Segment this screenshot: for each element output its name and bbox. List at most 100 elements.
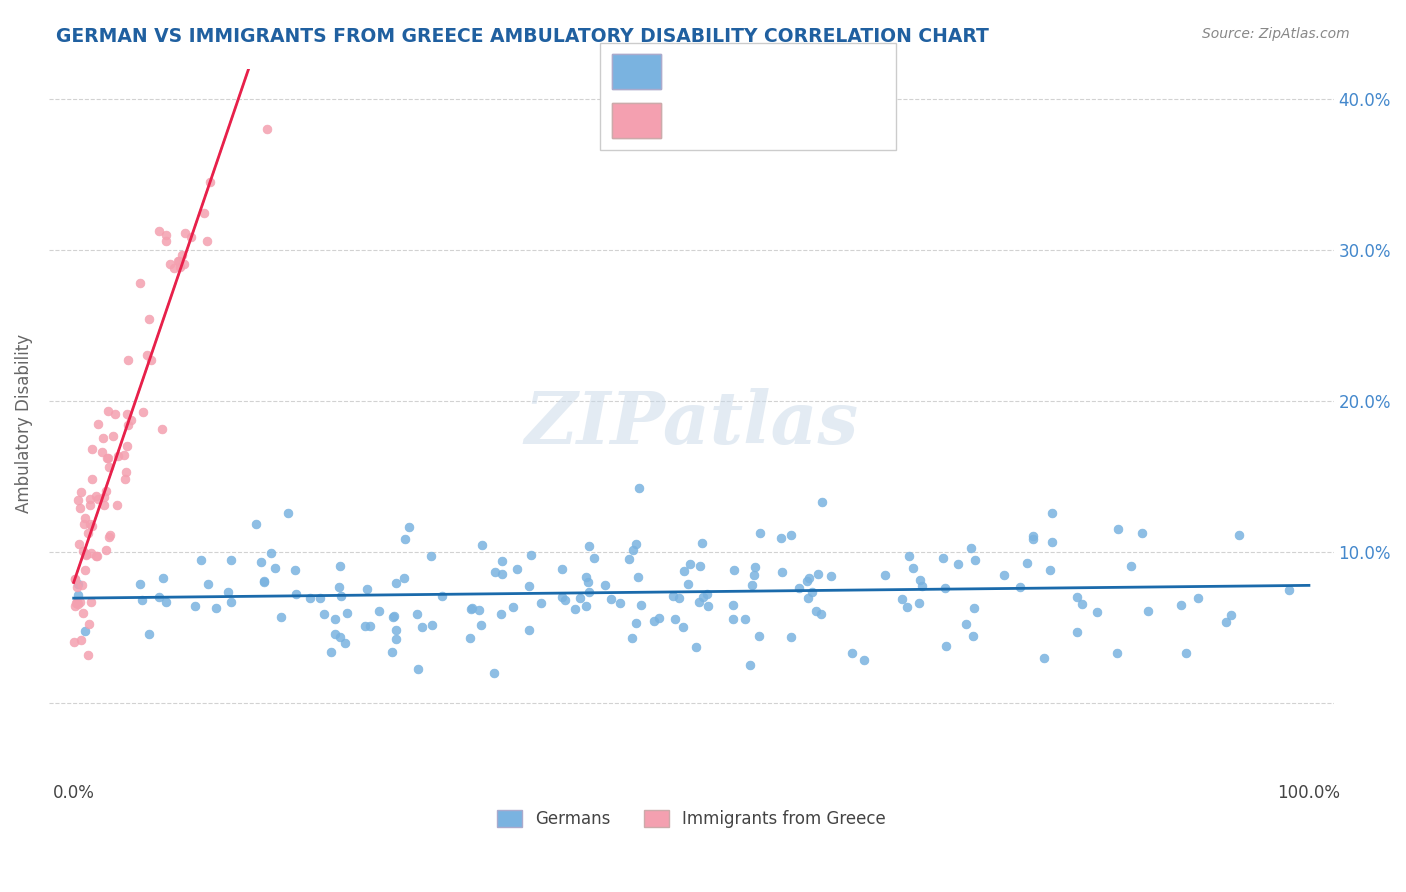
- Point: [721, 598, 744, 612]
- Point: [609, 596, 631, 610]
- Point: [742, 568, 765, 582]
- Point: [79, 498, 101, 512]
- Point: [325, 611, 347, 625]
- Point: [749, 525, 772, 540]
- Point: [80, 442, 103, 457]
- Point: [328, 630, 350, 644]
- Point: [685, 640, 707, 655]
- Point: [1105, 646, 1128, 660]
- Point: [721, 612, 744, 626]
- Point: [963, 600, 986, 615]
- Point: [138, 626, 160, 640]
- Point: [117, 418, 139, 433]
- Point: [66, 595, 89, 609]
- Point: [70, 578, 93, 592]
- Point: [620, 632, 643, 646]
- Point: [564, 602, 586, 616]
- Point: [63, 599, 86, 613]
- Point: [624, 615, 647, 630]
- Point: [1227, 528, 1250, 542]
- Point: [672, 620, 695, 634]
- Point: [593, 577, 616, 591]
- Point: [898, 549, 921, 564]
- Point: [139, 352, 162, 367]
- Point: [103, 429, 125, 443]
- Point: [520, 548, 543, 562]
- Point: [63, 572, 86, 586]
- Point: [770, 531, 793, 545]
- Point: [260, 546, 283, 560]
- Point: [382, 609, 405, 624]
- Point: [820, 569, 842, 583]
- Point: [63, 635, 86, 649]
- Point: [117, 439, 139, 453]
- Point: [723, 563, 745, 577]
- Point: [114, 465, 136, 479]
- Point: [66, 492, 89, 507]
- Point: [97, 530, 120, 544]
- Point: [174, 226, 197, 240]
- Point: [569, 591, 592, 605]
- Point: [79, 492, 101, 507]
- Point: [1066, 624, 1088, 639]
- Point: [104, 407, 127, 421]
- Point: [155, 235, 177, 249]
- Point: [76, 648, 98, 663]
- Point: [219, 552, 242, 566]
- Text: ZIPatlas: ZIPatlas: [524, 388, 859, 459]
- Point: [430, 589, 453, 603]
- Point: [491, 554, 513, 568]
- Point: [253, 574, 276, 589]
- Point: [697, 599, 720, 614]
- Point: [643, 614, 665, 628]
- Point: [73, 563, 96, 577]
- Point: [219, 595, 242, 609]
- Point: [1071, 597, 1094, 611]
- Point: [245, 516, 267, 531]
- Point: [120, 413, 142, 427]
- Point: [468, 603, 491, 617]
- Point: [117, 352, 139, 367]
- Point: [696, 587, 718, 601]
- Point: [484, 565, 506, 579]
- Point: [1175, 646, 1198, 660]
- Point: [155, 595, 177, 609]
- Point: [163, 260, 186, 275]
- Point: [66, 597, 89, 611]
- Text: Source: ZipAtlas.com: Source: ZipAtlas.com: [1202, 27, 1350, 41]
- Point: [183, 599, 205, 613]
- Point: [678, 576, 700, 591]
- Point: [901, 561, 924, 575]
- Point: [87, 491, 110, 506]
- Point: [368, 604, 391, 618]
- Point: [811, 495, 834, 509]
- Point: [169, 260, 191, 274]
- Point: [1040, 506, 1063, 520]
- Point: [1220, 608, 1243, 623]
- Point: [328, 580, 350, 594]
- Point: [1136, 604, 1159, 618]
- Point: [96, 451, 118, 466]
- Point: [256, 122, 278, 136]
- Point: [673, 565, 696, 579]
- Point: [70, 633, 93, 648]
- Point: [75, 548, 97, 562]
- Point: [66, 580, 89, 594]
- Point: [744, 559, 766, 574]
- Point: [1277, 582, 1299, 597]
- Point: [617, 551, 640, 566]
- Point: [170, 248, 193, 262]
- Point: [277, 506, 299, 520]
- Point: [190, 553, 212, 567]
- Point: [319, 645, 342, 659]
- Point: [993, 568, 1015, 582]
- Point: [679, 558, 702, 572]
- Point: [484, 666, 506, 681]
- Point: [73, 511, 96, 525]
- Point: [329, 589, 352, 603]
- Point: [73, 624, 96, 639]
- Point: [489, 607, 512, 621]
- Point: [800, 585, 823, 599]
- Point: [336, 606, 359, 620]
- Point: [136, 349, 159, 363]
